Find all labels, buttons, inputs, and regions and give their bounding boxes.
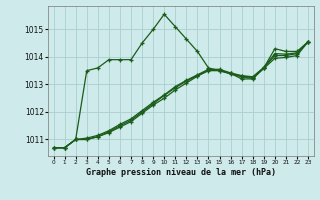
X-axis label: Graphe pression niveau de la mer (hPa): Graphe pression niveau de la mer (hPa) <box>86 168 276 177</box>
